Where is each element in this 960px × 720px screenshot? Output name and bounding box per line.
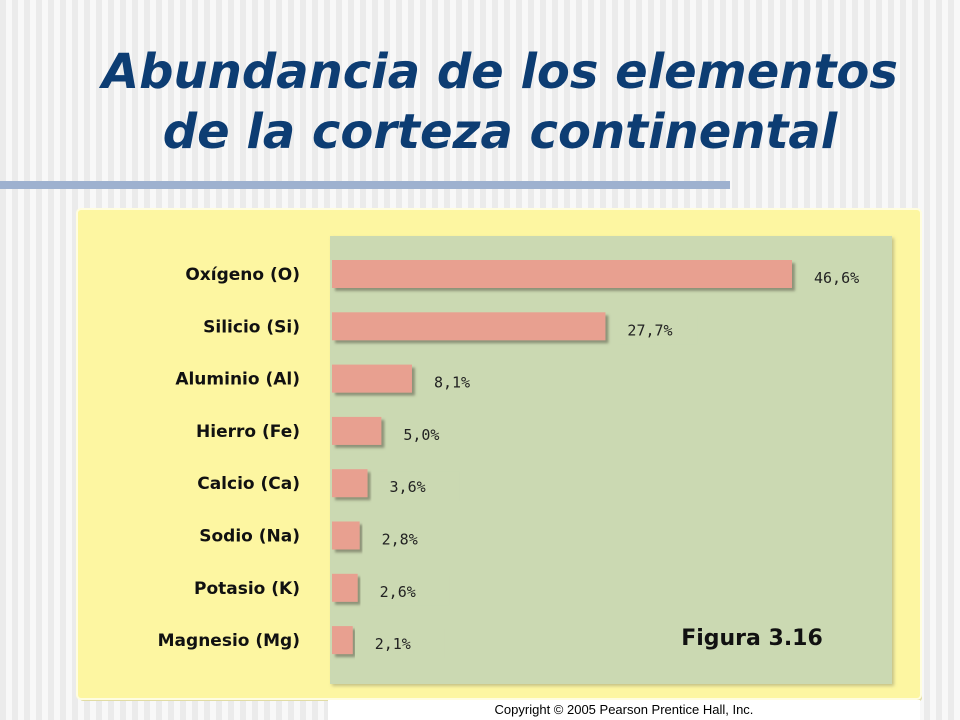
slide-title-line-2: de la corteza continental — [162, 104, 838, 160]
bar — [332, 312, 606, 341]
value-label: 27,7% — [627, 321, 672, 339]
value-label-box — [364, 628, 445, 659]
category-label: Silicio (Si) — [203, 317, 300, 337]
category-label: Sodio (Na) — [199, 527, 300, 547]
value-label-box — [369, 575, 450, 606]
value-label-box — [379, 471, 460, 502]
bar — [332, 521, 360, 550]
slide-title-line-1: Abundancia de los elementos — [102, 44, 898, 100]
bar — [332, 573, 358, 602]
value-label: 2,6% — [380, 583, 416, 601]
category-label: Oxígeno (O) — [185, 265, 300, 285]
copyright-bar — [328, 700, 920, 720]
value-label: 2,8% — [382, 531, 418, 549]
slide-title: Abundancia de los elementos de la cortez… — [40, 42, 960, 162]
value-label-box — [393, 418, 474, 449]
value-label: 8,1% — [434, 374, 470, 392]
bar — [332, 260, 792, 288]
bar — [332, 364, 412, 393]
value-label-box — [423, 366, 504, 397]
category-label: Magnesio (Mg) — [158, 631, 300, 651]
plot-area — [330, 236, 892, 684]
value-label-box — [804, 262, 884, 292]
value-label-box — [371, 523, 452, 554]
category-label: Aluminio (Al) — [175, 370, 300, 390]
bar — [332, 626, 353, 655]
category-label: Calcio (Ca) — [197, 474, 300, 494]
bar — [332, 416, 382, 445]
category-label: Potasio (K) — [194, 579, 300, 599]
copyright-text: Copyright © 2005 Pearson Prentice Hall, … — [494, 702, 754, 717]
bar — [332, 469, 368, 498]
category-label: Hierro (Fe) — [196, 422, 300, 442]
value-label: 46,6% — [814, 269, 859, 287]
value-label: 5,0% — [403, 426, 439, 444]
value-label-box — [617, 314, 698, 345]
value-label: 2,1% — [375, 635, 411, 653]
value-label: 3,6% — [390, 478, 426, 496]
figure-caption: Figura 3.16 — [681, 626, 823, 651]
title-underline — [0, 181, 730, 189]
